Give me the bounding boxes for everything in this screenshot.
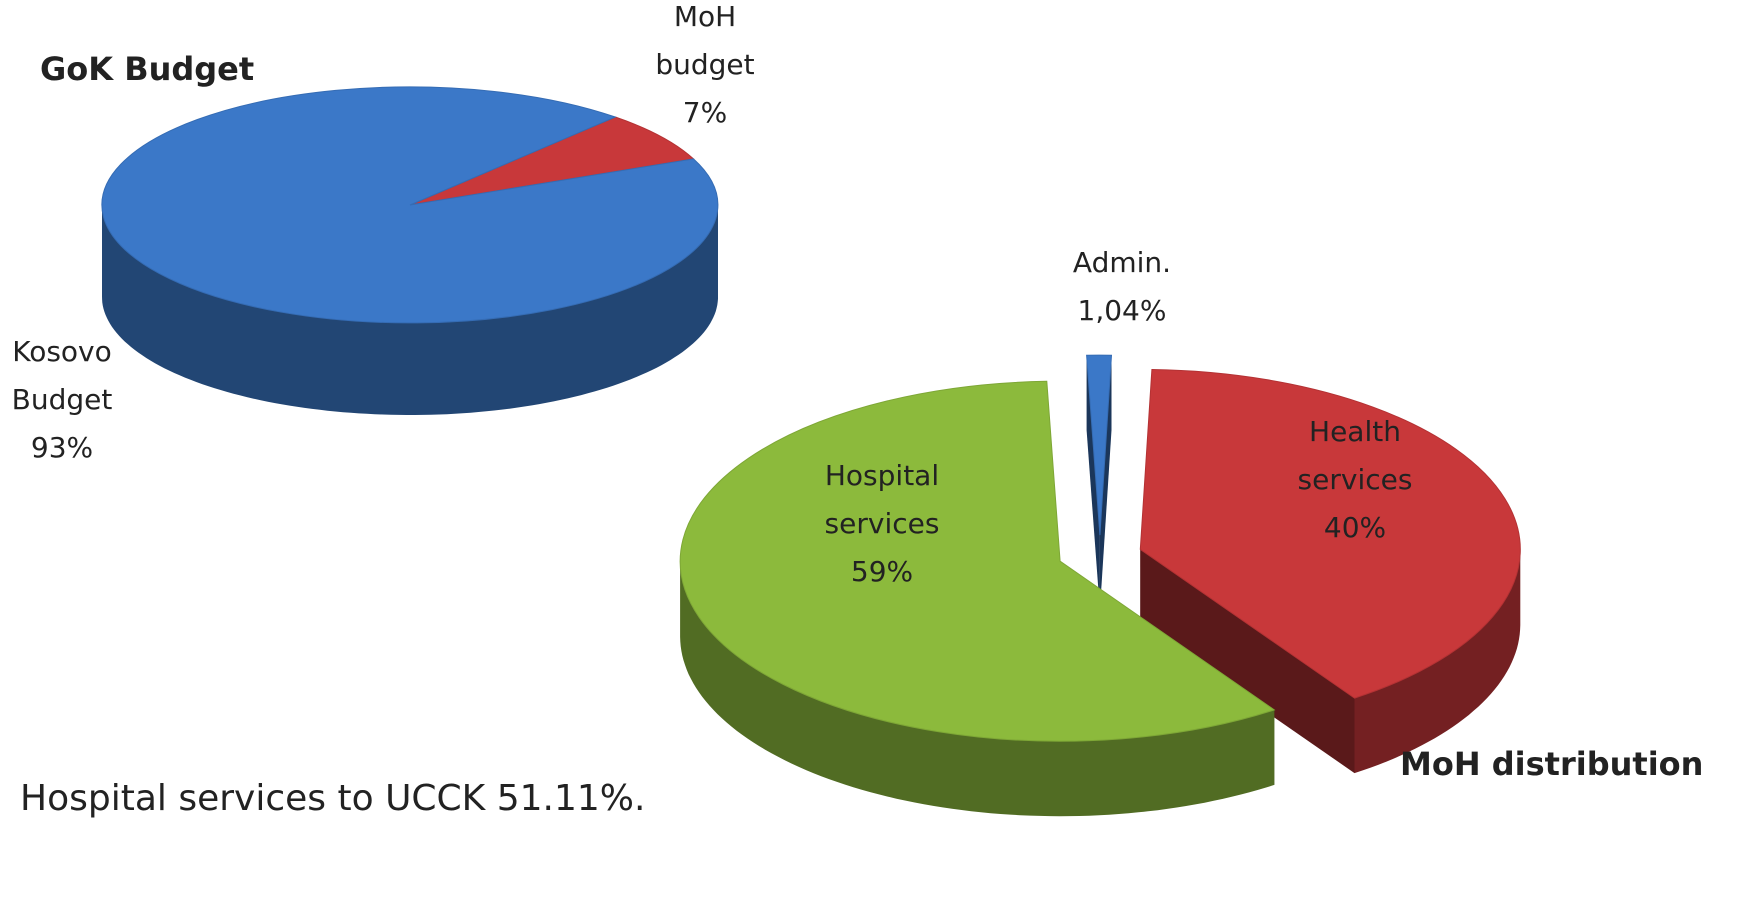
slice-value: 1,04% <box>1077 294 1167 327</box>
pie-slice <box>101 86 719 324</box>
pie-slice <box>1086 354 1113 536</box>
pie-slice-side <box>680 561 1275 817</box>
footnote: Hospital services to UCCK 51.11%. <box>20 778 646 819</box>
slice-label: Kosovo Budget 93% <box>7 328 117 472</box>
pie-slice <box>679 380 1276 742</box>
slice-value: 7% <box>682 96 728 129</box>
slice-name: MoH budget <box>655 0 755 81</box>
pie-slice <box>409 116 695 206</box>
slice-name: Admin. <box>1072 246 1172 279</box>
slice-name: Health services <box>1297 415 1413 496</box>
pie-slice-side <box>102 203 718 415</box>
pie-slice-wall <box>1099 355 1112 611</box>
pie-slice <box>1139 368 1521 699</box>
slice-value: 40% <box>1323 511 1387 544</box>
slice-value: 93% <box>30 431 94 464</box>
chart-title: MoH distribution <box>1400 745 1704 783</box>
slice-value: 59% <box>850 555 914 588</box>
slice-label: Hospital services 59% <box>797 452 967 596</box>
slice-label: Admin. 1,04% <box>1042 239 1202 335</box>
pie-slice-wall <box>1140 549 1355 774</box>
pie-slice-side <box>1354 550 1521 774</box>
slice-name: Kosovo Budget <box>11 335 113 416</box>
slice-label: Health services 40% <box>1270 408 1440 552</box>
pie-slice-wall <box>1086 355 1100 611</box>
chart-title: GoK Budget <box>40 50 255 88</box>
slice-name: Hospital services <box>824 459 940 540</box>
slice-label: MoH budget 7% <box>640 0 770 137</box>
